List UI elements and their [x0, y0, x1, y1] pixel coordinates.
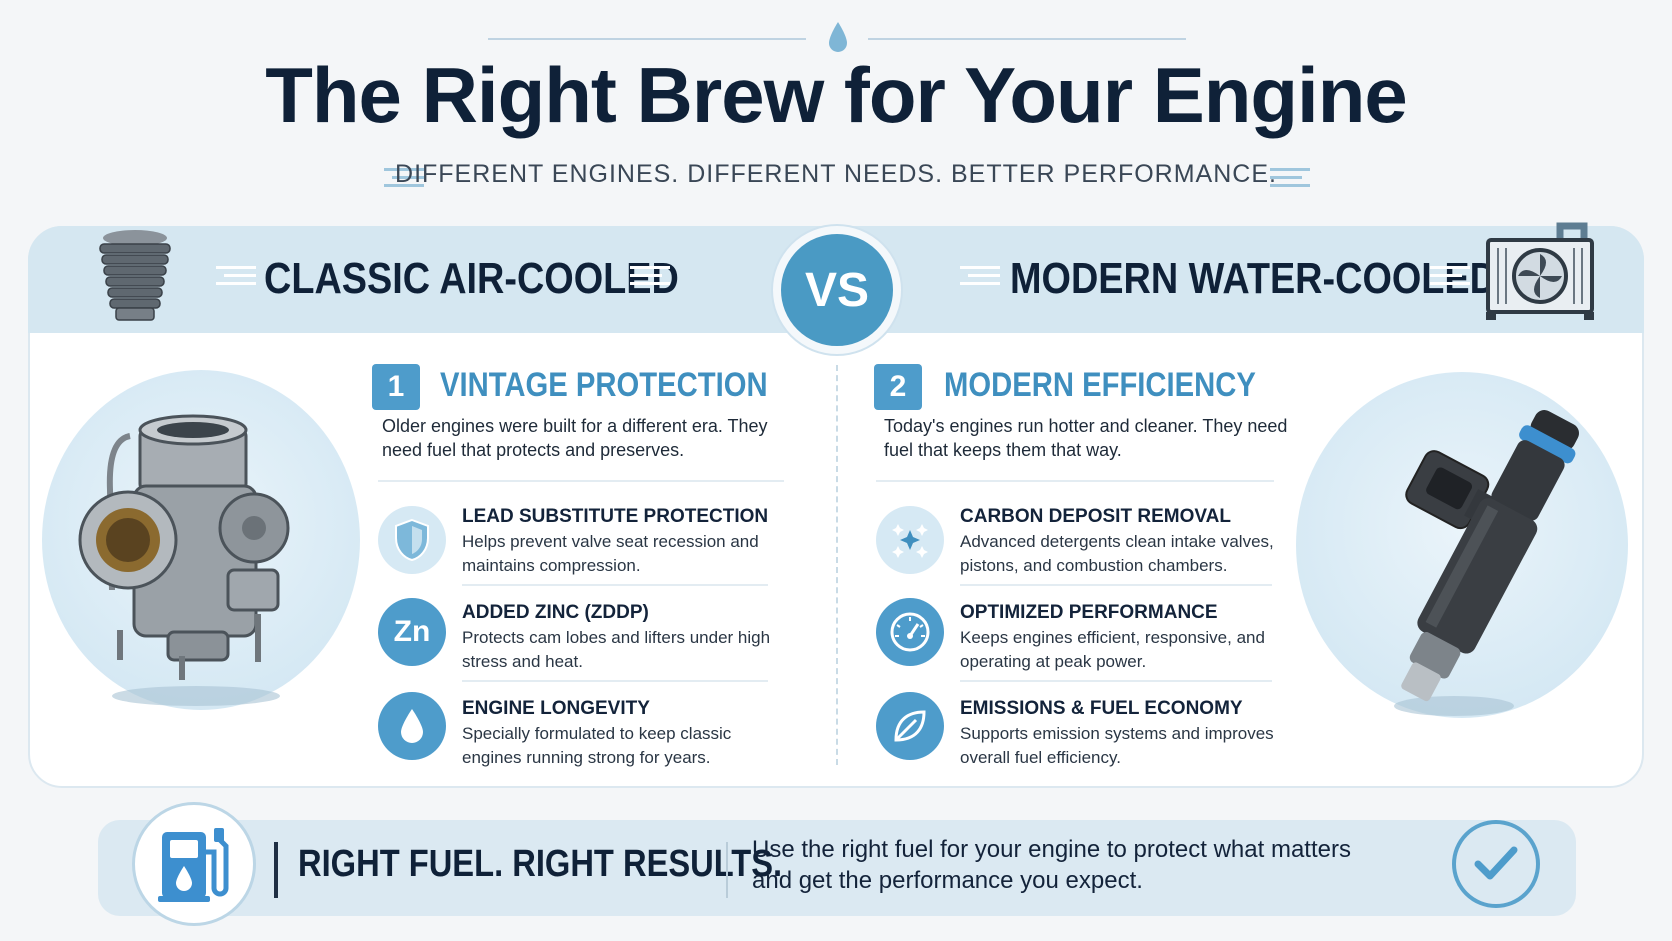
header-line-right: [868, 38, 1186, 40]
decorative-lines-icon: [1430, 266, 1470, 285]
feature-title: LEAD SUBSTITUTE PROTECTION: [462, 506, 769, 527]
feature-rule: [960, 584, 1272, 586]
water-drop-icon: [829, 22, 847, 52]
checkmark-icon: [1474, 846, 1518, 880]
feature-description: Supports emission systems and improves o…: [960, 724, 1274, 767]
checkmark-badge: [1452, 820, 1540, 908]
decorative-lines-icon: [384, 168, 424, 187]
section-rule: [378, 480, 784, 482]
decorative-lines-icon: [1270, 168, 1310, 187]
classic-air-cooled-heading: CLASSIC AIR-COOLED: [264, 254, 679, 303]
feature-icon-circle: [876, 692, 944, 760]
vintage-protection-title: VINTAGE PROTECTION: [440, 366, 768, 404]
decorative-lines-icon: [960, 266, 1000, 285]
feature-description: Helps prevent valve seat recession and m…: [462, 532, 759, 575]
feature-icon-circle: [378, 506, 446, 574]
carburetor-icon: [78, 414, 290, 706]
fuel-pump-icon: [158, 828, 229, 902]
header-line-left: [488, 38, 806, 40]
footer-text: Use the right fuel for your engine to pr…: [752, 836, 1351, 894]
leaf-icon: [894, 710, 926, 742]
feature-icon-circle: Zn: [378, 598, 446, 666]
fuel-injector-icon: [1394, 410, 1580, 716]
decorative-lines-icon: [630, 266, 670, 285]
page-subtitle: DIFFERENT ENGINES. DIFFERENT NEEDS. BETT…: [395, 160, 1277, 188]
shield-icon: [395, 518, 429, 562]
vintage-protection-description: Older engines were built for a different…: [382, 416, 768, 460]
footer-banner: [98, 820, 1576, 916]
footer-accent-bar: [274, 842, 278, 898]
fuel-pump-badge: [132, 802, 256, 926]
footer-separator: [726, 842, 728, 898]
drop-icon: [401, 709, 423, 743]
feature-title: CARBON DEPOSIT REMOVAL: [960, 506, 1231, 527]
radiator-icon: [1486, 222, 1594, 320]
feature-rule: [960, 680, 1272, 682]
feature-icon-circle: [876, 598, 944, 666]
modern-efficiency-title: MODERN EFFICIENCY: [944, 366, 1256, 404]
section-number-badge: 2: [874, 364, 922, 410]
footer-title: RIGHT FUEL. RIGHT RESULTS.: [298, 843, 783, 885]
zinc-icon: Zn: [393, 615, 431, 648]
section-number-badge: 1: [372, 364, 420, 410]
feature-description: Advanced detergents clean intake valves,…: [960, 532, 1274, 575]
feature-title: EMISSIONS & FUEL ECONOMY: [960, 698, 1243, 719]
page-title: The Right Brew for Your Engine: [265, 51, 1408, 139]
gauge-icon: [890, 612, 930, 652]
feature-rule: [462, 680, 768, 682]
decorative-lines-icon: [216, 266, 256, 285]
feature-title: ENGINE LONGEVITY: [462, 698, 650, 719]
feature-icon-circle: [378, 692, 446, 760]
feature-description: Specially formulated to keep classic eng…: [462, 724, 732, 767]
feature-rule: [462, 584, 768, 586]
modern-efficiency-description: Today's engines run hotter and cleaner. …: [884, 416, 1288, 460]
feature-description: Protects cam lobes and lifters under hig…: [462, 628, 771, 671]
modern-water-cooled-heading: MODERN WATER-COOLED: [1010, 254, 1497, 303]
feature-title: ADDED ZINC (ZDDP): [462, 602, 649, 623]
engine-cylinder-icon: [99, 230, 171, 321]
section-divider: [836, 365, 838, 765]
feature-icon-circle: [876, 506, 944, 574]
sparkle-icon: [892, 524, 928, 558]
feature-title: OPTIMIZED PERFORMANCE: [960, 602, 1218, 623]
section-rule: [876, 480, 1274, 482]
vs-badge: VS: [773, 226, 901, 354]
feature-description: Keeps engines efficient, responsive, and…: [960, 628, 1265, 671]
